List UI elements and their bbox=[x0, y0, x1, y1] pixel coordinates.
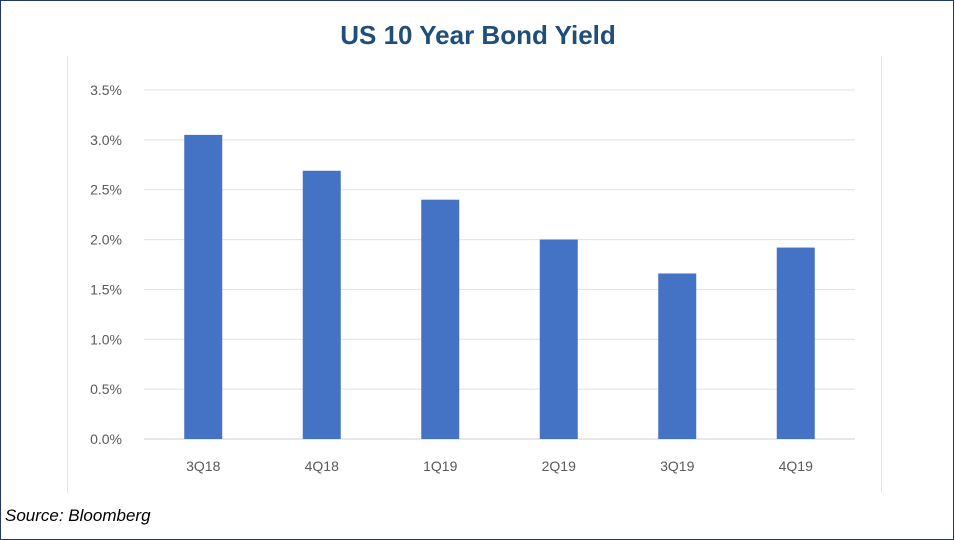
bar-3q19 bbox=[658, 273, 697, 439]
bar-1q19 bbox=[421, 199, 460, 439]
y-tick-label: 1.5% bbox=[90, 281, 122, 297]
gridlines bbox=[144, 89, 855, 440]
x-tick-label: 1Q19 bbox=[423, 458, 457, 474]
y-tick-label: 2.0% bbox=[90, 232, 122, 248]
bar-4q19 bbox=[776, 247, 815, 439]
x-tick-label: 2Q19 bbox=[542, 458, 576, 474]
y-tick-label: 3.5% bbox=[90, 82, 122, 98]
x-tick-label: 3Q18 bbox=[186, 458, 220, 474]
bar-3q18 bbox=[184, 134, 223, 439]
bar-2q19 bbox=[539, 239, 578, 439]
x-axis-ticks: 3Q18 4Q18 1Q19 2Q19 3Q19 4Q19 bbox=[186, 458, 813, 474]
y-tick-label: 1.0% bbox=[90, 331, 122, 347]
y-tick-label: 2.5% bbox=[90, 182, 122, 198]
bar-4q18 bbox=[302, 170, 341, 440]
x-tick-label: 4Q18 bbox=[305, 458, 339, 474]
source-note: Source: Bloomberg bbox=[5, 506, 151, 525]
plot-area bbox=[67, 56, 882, 493]
bars bbox=[184, 134, 815, 440]
x-tick-label: 3Q19 bbox=[660, 458, 694, 474]
y-tick-label: 0.5% bbox=[90, 381, 122, 397]
x-tick-label: 4Q19 bbox=[779, 458, 813, 474]
y-tick-label: 0.0% bbox=[90, 431, 122, 447]
y-tick-label: 3.0% bbox=[90, 132, 122, 148]
chart-title: US 10 Year Bond Yield bbox=[340, 20, 616, 50]
y-axis-ticks: 0.0% 0.5% 1.0% 1.5% 2.0% 2.5% 3.0% 3.5% bbox=[90, 82, 122, 447]
